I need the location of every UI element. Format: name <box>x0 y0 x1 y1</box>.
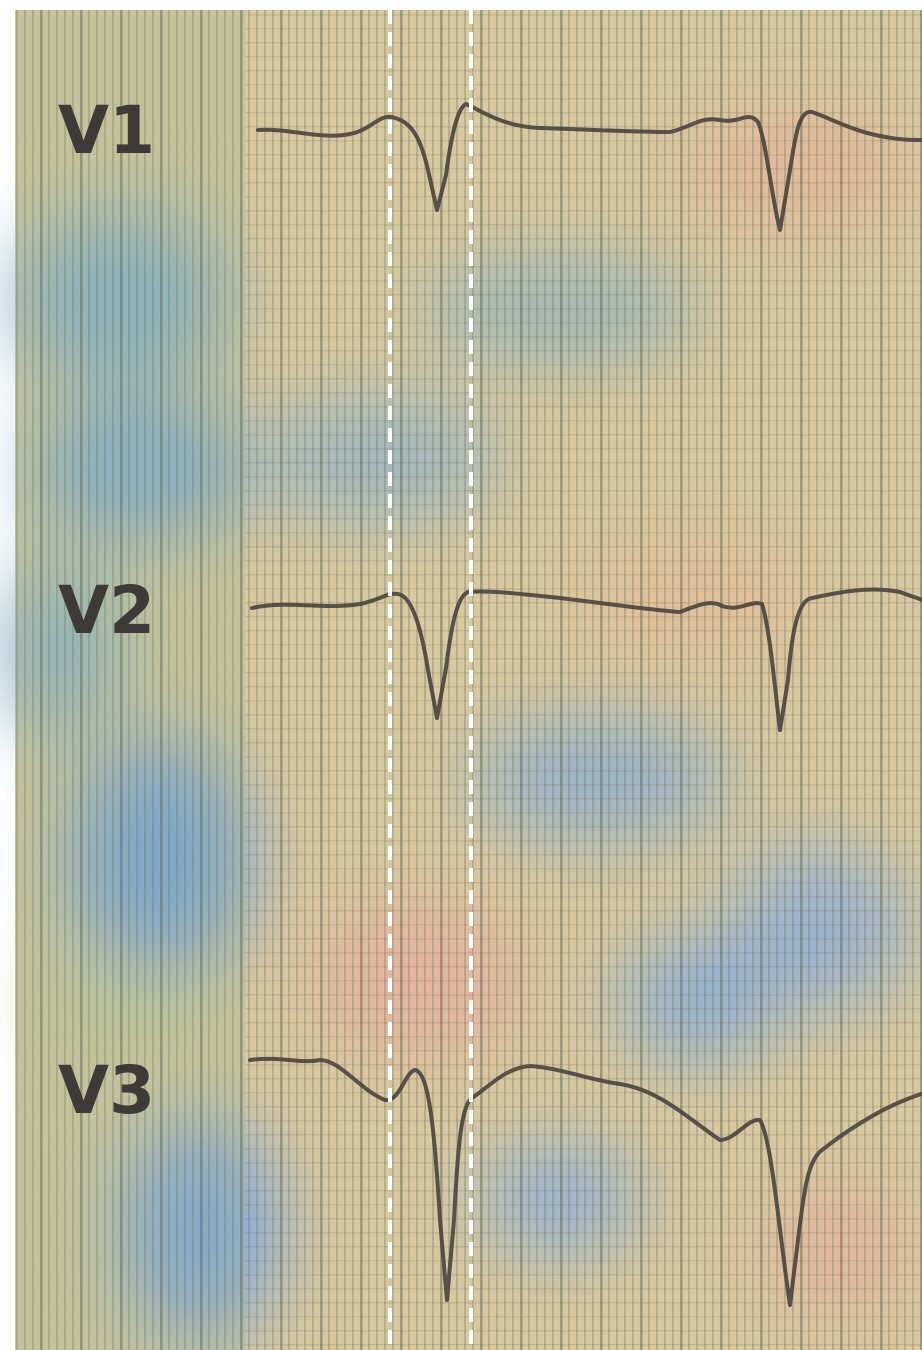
page: {"leads": [{"label": "V1"}, {"label": "V… <box>0 0 922 1350</box>
ecg-screen: V1 V2 V3 <box>0 0 922 1350</box>
lead-label: V1 <box>58 92 155 169</box>
lead-label: V3 <box>58 1052 155 1129</box>
lead-label: V2 <box>58 572 155 649</box>
